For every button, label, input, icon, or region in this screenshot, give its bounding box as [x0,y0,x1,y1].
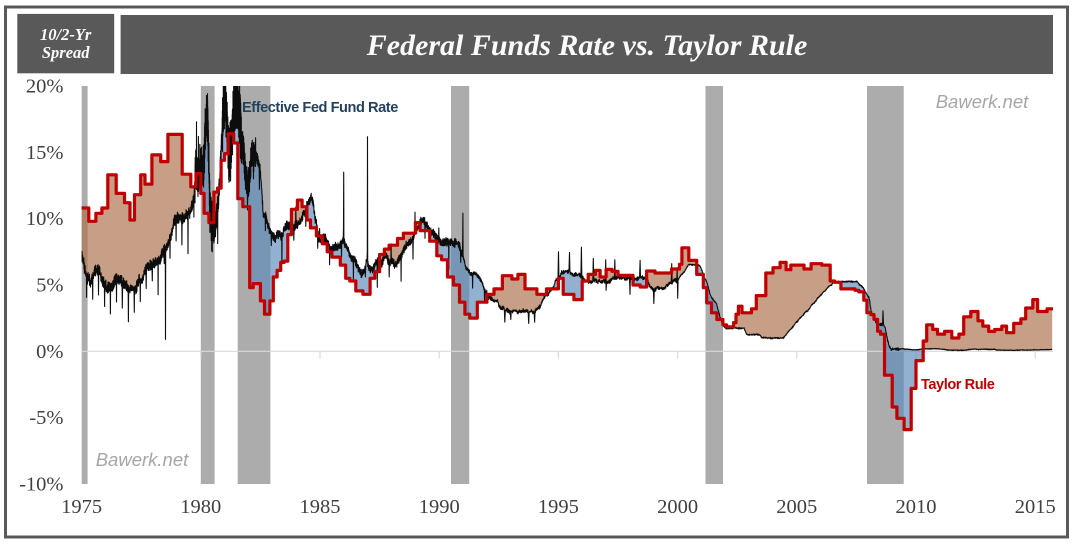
svg-text:2010: 2010 [896,496,937,518]
svg-text:Bawerk.net: Bawerk.net [936,91,1029,112]
svg-text:1980: 1980 [180,496,221,518]
svg-text:1985: 1985 [300,496,341,518]
svg-text:2000: 2000 [657,496,698,518]
svg-text:0%: 0% [36,341,63,363]
svg-text:20%: 20% [26,76,64,98]
svg-text:Effective Fed Fund Rate: Effective Fed Fund Rate [242,100,398,116]
svg-text:1990: 1990 [419,496,460,518]
svg-text:Spread: Spread [42,43,90,62]
svg-text:-10%: -10% [19,474,63,496]
svg-text:2005: 2005 [776,496,817,518]
svg-text:Federal Funds Rate vs. Taylor: Federal Funds Rate vs. Taylor Rule [366,29,808,62]
svg-text:5%: 5% [36,275,63,297]
svg-text:Taylor Rule: Taylor Rule [921,377,995,393]
svg-text:10%: 10% [26,208,64,230]
svg-text:2015: 2015 [1015,496,1056,518]
svg-text:-5%: -5% [29,407,63,429]
svg-text:Bawerk.net: Bawerk.net [96,449,189,470]
svg-text:1995: 1995 [538,496,579,518]
svg-text:1975: 1975 [61,496,102,518]
svg-text:15%: 15% [26,142,64,164]
svg-text:10/2-Yr: 10/2-Yr [40,25,92,44]
